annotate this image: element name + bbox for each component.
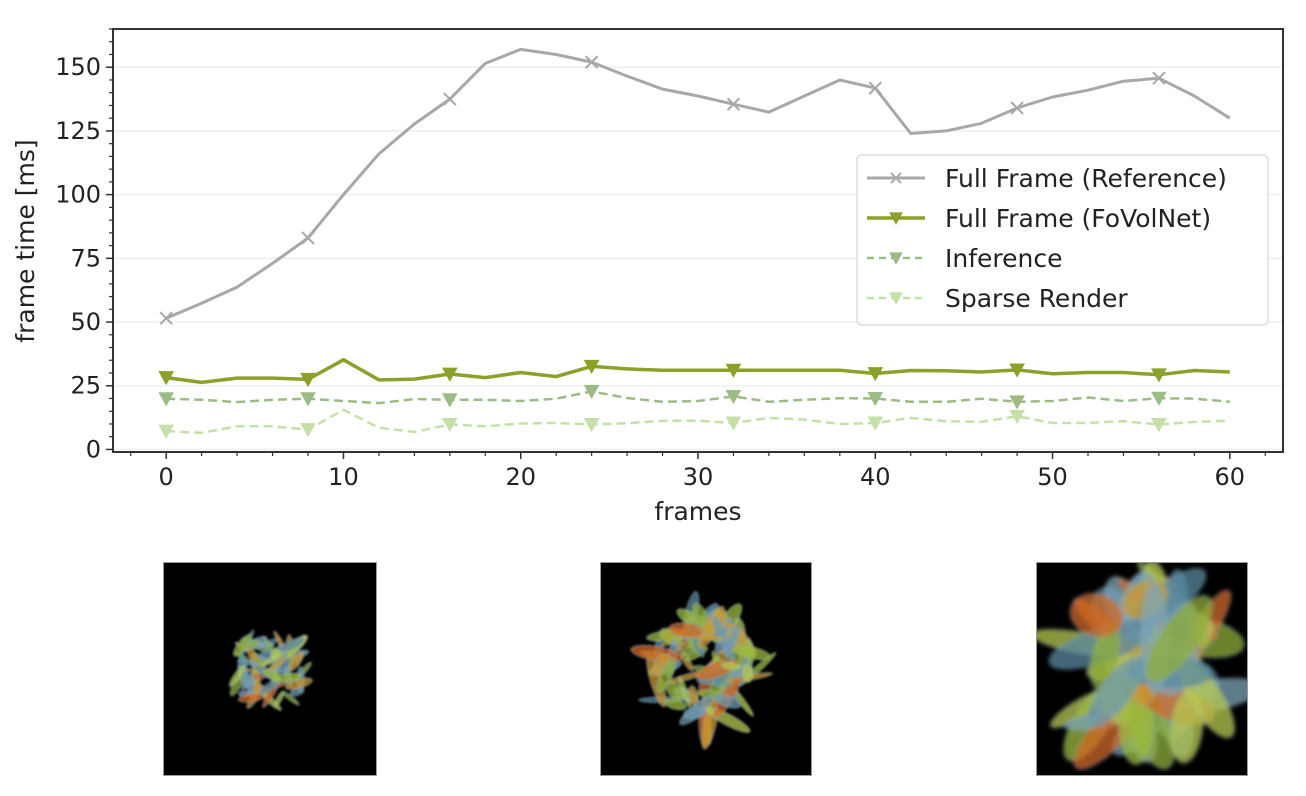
legend-entry: Inference bbox=[867, 244, 1062, 273]
y-tick-label: 25 bbox=[70, 372, 101, 400]
x-marker-icon bbox=[1010, 101, 1024, 115]
triangle-down-marker-icon bbox=[1009, 363, 1025, 378]
triangle-down-marker-icon bbox=[158, 392, 175, 407]
triangle-down-marker-icon bbox=[867, 416, 884, 431]
x-tick-label: 60 bbox=[1215, 463, 1246, 491]
x-tick-label: 10 bbox=[328, 463, 359, 491]
volume-render-image-dense bbox=[1037, 563, 1247, 770]
legend-label: Full Frame (Reference) bbox=[945, 164, 1227, 193]
frame-time-chart: 0 25 50 75 100 125 150 0 10 20 30 40 50 60 frames fra… bbox=[11, 28, 1284, 526]
x-tick-label: 20 bbox=[505, 463, 536, 491]
volume-render-image-medium bbox=[630, 591, 777, 750]
legend: Full Frame (Reference) Full Frame (FoVolN… bbox=[856, 154, 1269, 326]
triangle-down-marker-icon bbox=[725, 363, 742, 378]
y-tick-label: 0 bbox=[86, 435, 101, 463]
x-marker-icon bbox=[726, 97, 741, 111]
triangle-down-marker-icon bbox=[583, 418, 600, 433]
triangle-down-marker-icon bbox=[1151, 418, 1167, 433]
x-marker-icon bbox=[443, 92, 457, 106]
y-tick-label: 150 bbox=[55, 53, 101, 81]
triangle-down-marker-icon bbox=[889, 292, 903, 305]
triangle-down-marker-icon bbox=[889, 212, 903, 225]
y-tick-label: 125 bbox=[55, 117, 101, 145]
series-line bbox=[165, 358, 1230, 385]
x-marker-icon bbox=[890, 172, 902, 184]
series-line bbox=[165, 47, 1231, 320]
triangle-down-marker-icon bbox=[158, 424, 175, 439]
legend-entry: Sparse Render bbox=[867, 284, 1128, 313]
triangle-down-marker-icon bbox=[583, 384, 600, 400]
y-tick-label: 75 bbox=[70, 244, 101, 272]
series-lines bbox=[158, 47, 1231, 439]
volume-render-thumbnail-1 bbox=[163, 562, 377, 776]
triangle-down-marker-icon bbox=[300, 423, 316, 438]
series-inference bbox=[158, 384, 1230, 410]
triangle-down-marker-icon bbox=[441, 393, 458, 408]
volume-render-image-sparse bbox=[228, 629, 313, 711]
x-marker-icon bbox=[584, 55, 599, 69]
triangle-down-marker-icon bbox=[867, 367, 884, 382]
series-line bbox=[166, 408, 1230, 435]
series-full-frame-reference- bbox=[159, 47, 1231, 325]
volume-render-thumbnail-2 bbox=[600, 562, 812, 776]
triangle-down-marker-icon bbox=[1151, 368, 1167, 383]
x-axis-label: frames bbox=[654, 497, 741, 526]
triangle-down-marker-icon bbox=[867, 392, 884, 407]
x-marker-icon bbox=[868, 81, 882, 95]
y-tick-label: 100 bbox=[55, 181, 101, 209]
triangle-down-marker-icon bbox=[441, 418, 458, 433]
triangle-down-marker-icon bbox=[725, 389, 742, 405]
triangle-down-marker-icon bbox=[441, 367, 458, 382]
x-tick-label: 40 bbox=[860, 463, 891, 491]
legend-entry: Full Frame (Reference) bbox=[867, 164, 1227, 193]
y-axis-label: frame time [ms] bbox=[11, 139, 40, 342]
y-tick-label: 50 bbox=[70, 308, 101, 336]
triangle-down-marker-icon bbox=[300, 392, 316, 407]
triangle-down-marker-icon bbox=[300, 372, 316, 388]
triangle-down-marker-icon bbox=[1009, 409, 1025, 425]
x-tick-label: 50 bbox=[1037, 463, 1068, 491]
axes: 0 25 50 75 100 125 150 0 10 20 30 40 50 60 bbox=[55, 28, 1266, 491]
x-tick-label: 0 bbox=[159, 463, 174, 491]
legend-label: Full Frame (FoVolNet) bbox=[945, 204, 1211, 233]
series-full-frame-fovolnet- bbox=[158, 358, 1230, 388]
triangle-down-marker-icon bbox=[158, 371, 175, 386]
triangle-down-marker-icon bbox=[725, 416, 742, 431]
series-sparse-render bbox=[158, 408, 1230, 439]
legend-box bbox=[856, 154, 1269, 326]
triangle-down-marker-icon bbox=[889, 252, 903, 265]
x-marker-icon bbox=[1152, 71, 1166, 85]
x-marker-icon bbox=[159, 311, 173, 325]
legend-entry: Full Frame (FoVolNet) bbox=[867, 204, 1211, 233]
volume-render-thumbnail-3 bbox=[1036, 562, 1248, 776]
series-line bbox=[166, 390, 1230, 405]
triangle-down-marker-icon bbox=[583, 359, 600, 375]
legend-label: Sparse Render bbox=[945, 284, 1128, 313]
triangle-down-marker-icon bbox=[1009, 395, 1025, 410]
x-tick-label: 30 bbox=[683, 463, 714, 491]
x-marker-icon bbox=[301, 231, 315, 245]
triangle-down-marker-icon bbox=[1151, 391, 1167, 406]
legend-label: Inference bbox=[945, 244, 1062, 273]
